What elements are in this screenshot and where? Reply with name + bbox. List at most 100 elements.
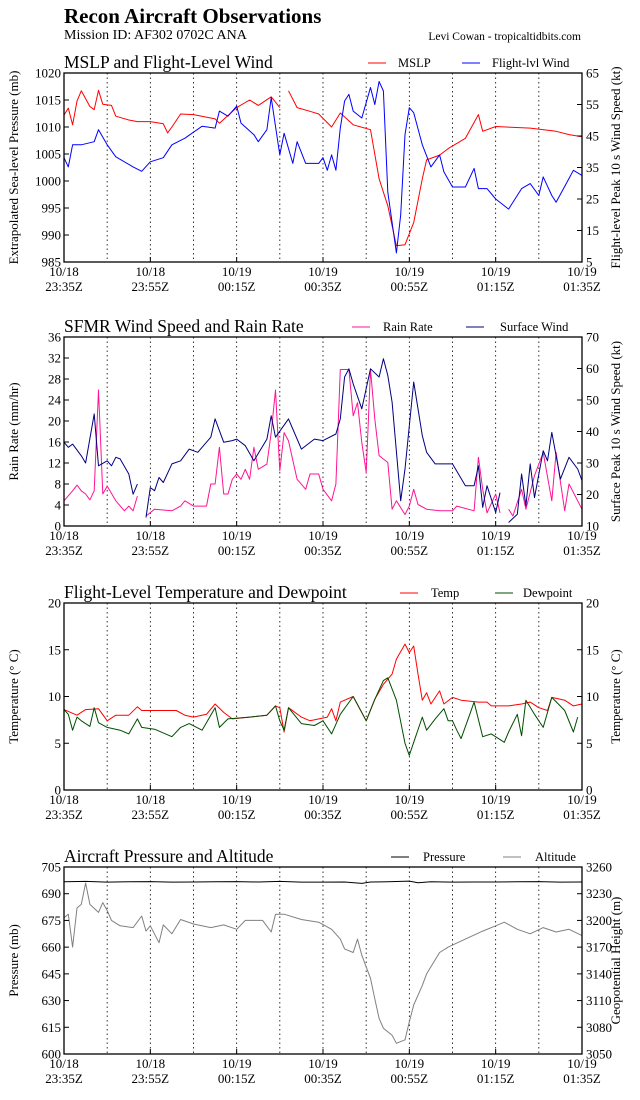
x-tick-time: 00:55Z	[391, 543, 429, 558]
y-tick-label-left: 1010	[35, 120, 61, 135]
y-axis-label-right: Surface Peak 10 s Wind Speed (kt)	[608, 341, 623, 522]
y-tick-label-left: 630	[42, 993, 62, 1008]
x-tick-date: 10/19	[308, 264, 338, 279]
y-tick-label-right: 15	[586, 223, 599, 238]
y-axis-label-left: Temperature (° C)	[6, 649, 21, 744]
legend-label: Flight-lvl Wind	[492, 56, 570, 70]
y-tick-label-left: 690	[42, 886, 62, 901]
legend-label: Surface Wind	[500, 320, 569, 334]
x-tick-date: 10/19	[308, 1056, 338, 1071]
x-tick-time: 23:55Z	[132, 279, 170, 294]
x-tick-time: 01:15Z	[477, 807, 515, 822]
y-tick-label-right: 3110	[586, 993, 612, 1008]
y-tick-label-right: 55	[586, 97, 599, 112]
series-line-dewpoint	[63, 677, 579, 756]
y-axis-label-right: Geopotential Height (m)	[608, 897, 623, 1025]
chart-title: Aircraft Pressure and Altitude	[64, 846, 274, 866]
legend-label: Rain Rate	[383, 320, 433, 334]
x-tick-time: 23:35Z	[45, 807, 83, 822]
chart-panel-3: Flight-Level Temperature and Dewpoint Tem…	[6, 582, 623, 822]
x-tick-time: 23:35Z	[45, 543, 83, 558]
y-tick-label-right: 0	[586, 783, 593, 798]
legend-label: Temp	[431, 586, 459, 600]
y-tick-label-right: 60	[586, 361, 599, 376]
x-tick-date: 10/19	[567, 264, 597, 279]
y-tick-label-right: 3230	[586, 886, 612, 901]
x-tick-time: 00:15Z	[218, 279, 256, 294]
x-tick-time: 01:15Z	[477, 279, 515, 294]
x-tick-time: 23:35Z	[45, 279, 83, 294]
x-tick-date: 10/18	[136, 528, 166, 543]
x-tick-time: 01:35Z	[563, 543, 601, 558]
y-tick-label-left: 0	[55, 783, 62, 798]
y-tick-label-right: 65	[586, 66, 599, 81]
y-tick-label-left: 645	[42, 966, 62, 981]
chart-panel-1: MSLP and Flight-Level Wind MSLP Flight-lvl…	[6, 52, 623, 294]
y-tick-label-right: 70	[586, 330, 599, 345]
x-tick-date: 10/19	[481, 1056, 511, 1071]
y-axis-label-left: Extrapolated Sea-level Pressure (mb)	[6, 71, 21, 265]
y-tick-label-left: 12	[48, 456, 61, 471]
y-tick-label-left: 8	[55, 477, 62, 492]
series-line-flight-lvl-wind	[63, 81, 583, 254]
y-tick-label-left: 32	[48, 351, 61, 366]
x-tick-date: 10/18	[49, 792, 79, 807]
y-tick-label-right: 40	[586, 424, 599, 439]
y-tick-label-right: 3200	[586, 913, 612, 928]
x-tick-time: 00:15Z	[218, 1071, 256, 1086]
series-line-surface-wind	[63, 358, 583, 523]
y-tick-label-left: 660	[42, 940, 62, 955]
y-tick-label-right: 3140	[586, 966, 612, 981]
y-tick-label-left: 20	[48, 596, 61, 611]
x-tick-date: 10/19	[481, 792, 511, 807]
chart-title: MSLP and Flight-Level Wind	[64, 52, 273, 72]
y-tick-label-left: 28	[48, 372, 61, 387]
y-tick-label-left: 1020	[35, 66, 61, 81]
y-tick-label-right: 5	[586, 255, 593, 270]
x-tick-time: 23:55Z	[132, 1071, 170, 1086]
y-axis-label-left: Rain Rate (mm/hr)	[6, 382, 21, 480]
y-tick-label-left: 705	[42, 860, 62, 875]
x-tick-date: 10/19	[481, 528, 511, 543]
x-tick-date: 10/19	[567, 528, 597, 543]
x-tick-time: 00:55Z	[391, 1071, 429, 1086]
y-tick-label-right: 10	[586, 689, 599, 704]
y-tick-label-left: 5	[55, 736, 62, 751]
y-tick-label-right: 15	[586, 642, 599, 657]
x-tick-date: 10/19	[481, 264, 511, 279]
y-tick-label-right: 20	[586, 596, 599, 611]
x-tick-time: 00:55Z	[391, 279, 429, 294]
x-tick-date: 10/18	[136, 1056, 166, 1071]
x-tick-date: 10/19	[395, 528, 425, 543]
y-tick-label-left: 1005	[35, 147, 61, 162]
y-tick-label-right: 3260	[586, 860, 612, 875]
chart-title: Flight-Level Temperature and Dewpoint	[64, 582, 347, 602]
legend-label: Altitude	[535, 850, 576, 864]
y-tick-label-right: 45	[586, 129, 599, 144]
y-tick-label-right: 5	[586, 736, 593, 751]
y-tick-label-left: 1000	[35, 174, 61, 189]
x-tick-time: 00:35Z	[304, 279, 342, 294]
y-tick-label-left: 10	[48, 689, 61, 704]
y-tick-label-right: 25	[586, 192, 599, 207]
y-tick-label-left: 16	[48, 435, 62, 450]
y-tick-label-left: 600	[42, 1047, 62, 1062]
y-axis-label-right: Temperature (° C)	[608, 649, 623, 744]
x-tick-date: 10/18	[49, 1056, 79, 1071]
x-tick-time: 00:15Z	[218, 543, 256, 558]
y-tick-label-right: 50	[586, 393, 599, 408]
x-tick-date: 10/18	[136, 264, 166, 279]
series-line-altitude	[63, 882, 583, 1044]
y-tick-label-left: 675	[42, 913, 62, 928]
legend-label: Dewpoint	[523, 586, 573, 600]
x-tick-time: 00:15Z	[218, 807, 256, 822]
x-tick-date: 10/19	[308, 528, 338, 543]
y-tick-label-right: 35	[586, 160, 599, 175]
x-tick-date: 10/19	[395, 792, 425, 807]
x-tick-time: 01:15Z	[477, 1071, 515, 1086]
y-tick-label-left: 995	[42, 201, 62, 216]
x-tick-time: 23:55Z	[132, 807, 170, 822]
y-tick-label-left: 15	[48, 642, 61, 657]
x-tick-time: 00:55Z	[391, 807, 429, 822]
